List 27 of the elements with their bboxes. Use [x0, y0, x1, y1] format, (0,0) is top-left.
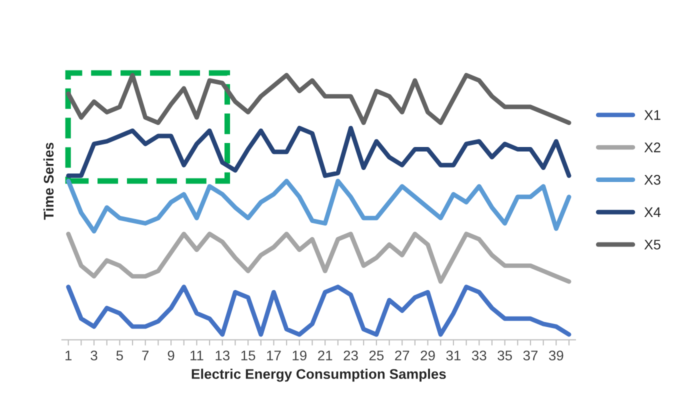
legend-label: X3	[644, 174, 660, 185]
x-tick-label: 5	[116, 350, 123, 360]
legend-label: X5	[644, 240, 660, 250]
y-axis-title: Time Series	[43, 142, 54, 220]
x-tick-label: 7	[142, 350, 149, 360]
x-tick-label: 27	[395, 350, 410, 360]
x-tick-label: 19	[292, 350, 306, 360]
legend-label: X1	[644, 110, 660, 120]
x-tick-label: 21	[318, 350, 332, 360]
x-tick-label: 3	[90, 350, 98, 360]
x-tick-label: 29	[420, 350, 435, 360]
x-tick-label: 37	[523, 350, 538, 360]
x-axis-title: Electric Energy Consumption Samples	[192, 368, 446, 382]
x-tick-label: 35	[498, 350, 512, 360]
x-tick-label: 15	[241, 350, 256, 360]
x-tick-label: 31	[446, 350, 461, 360]
x-tick-label: 23	[344, 350, 358, 360]
x-tick-label: 17	[267, 350, 281, 360]
x-tick-label: 11	[190, 350, 204, 360]
legend-label: X4	[644, 207, 661, 217]
x-tick-label: 13	[216, 350, 230, 360]
x-tick-label: 9	[168, 350, 174, 360]
legend-label: X2	[644, 142, 660, 152]
x-tick-label: 1	[66, 350, 72, 360]
x-tick-label: 33	[472, 350, 486, 360]
x-tick-label: 25	[369, 350, 384, 360]
x-tick-label: 39	[548, 350, 564, 360]
